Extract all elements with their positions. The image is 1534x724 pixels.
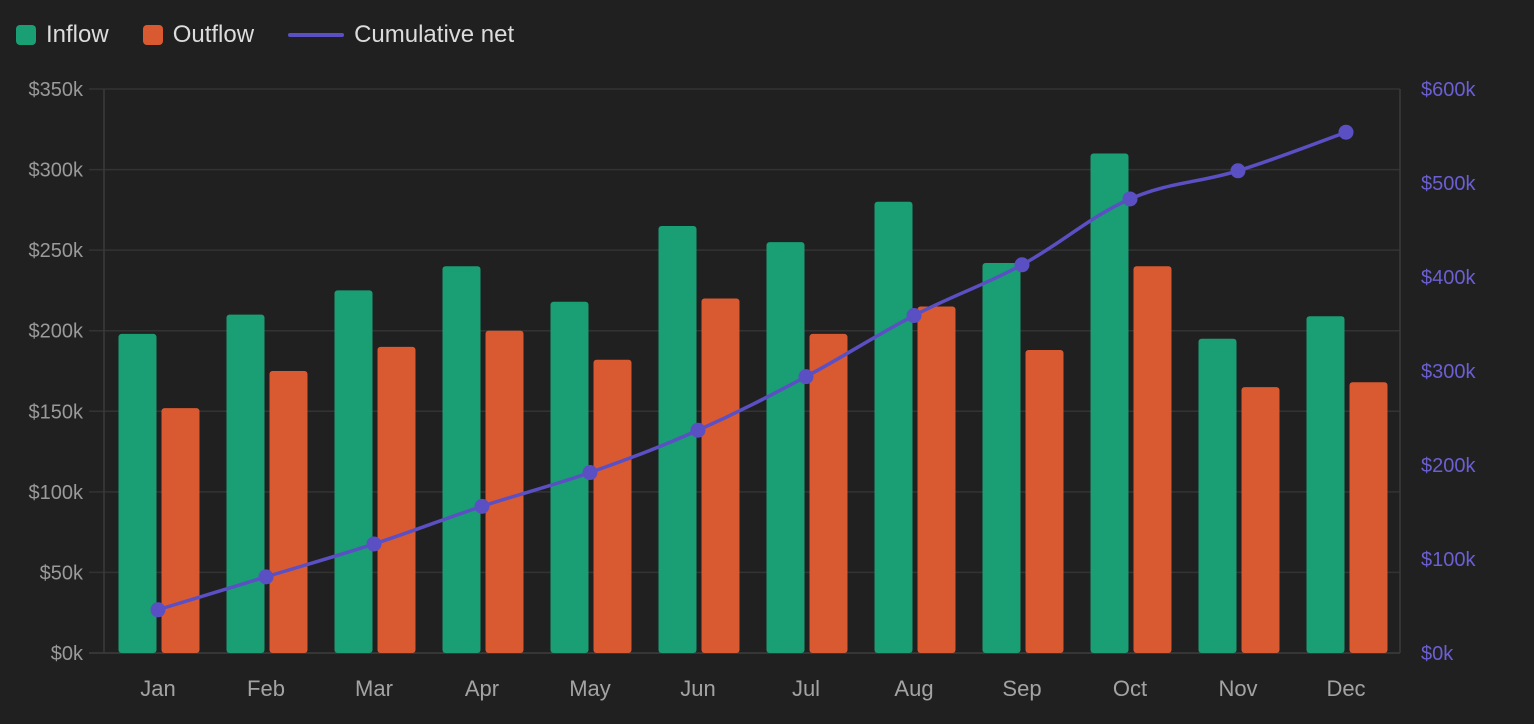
legend-item-cumulative-net[interactable]: Cumulative net [288, 21, 514, 49]
x-tick-label: Mar [355, 676, 393, 701]
bar-outflow-jan[interactable] [161, 408, 200, 653]
bar-inflow-aug[interactable] [874, 201, 913, 654]
right-tick-label: $0k [1421, 643, 1454, 665]
bar-inflow-sep[interactable] [982, 263, 1021, 653]
right-tick-label: $100k [1421, 549, 1476, 571]
x-tick-label: Oct [1113, 676, 1147, 701]
legend-label-cumulative-net: Cumulative net [354, 21, 515, 48]
x-tick-label: Dec [1326, 676, 1365, 701]
legend-item-outflow[interactable]: Outflow [142, 21, 255, 49]
point-cumulative-net-apr[interactable] [474, 498, 490, 514]
x-tick-label: Jun [680, 676, 715, 701]
bar-outflow-sep[interactable] [1025, 350, 1064, 653]
legend-swatch-inflow [16, 25, 36, 45]
bar-outflow-jul[interactable] [809, 333, 848, 653]
x-tick-label: Nov [1218, 676, 1257, 701]
left-axis-ticks: $0k $50k $100k $150k $200k $250k $300k $350k [29, 79, 84, 665]
x-tick-label: Aug [894, 676, 933, 701]
right-tick-label: $200k [1421, 455, 1476, 477]
line-cumulative-net [156, 130, 1348, 612]
right-axis-ticks: $0k $100k $200k $300k $400k $500k $600k [1421, 79, 1476, 665]
legend-label-outflow: Outflow [172, 21, 255, 48]
line-series [150, 124, 1354, 618]
bar-inflow-feb[interactable] [226, 314, 265, 653]
bar-outflow-apr[interactable] [485, 330, 524, 653]
bar-outflow-dec[interactable] [1349, 382, 1388, 653]
point-cumulative-net-oct[interactable] [1122, 191, 1138, 207]
bar-inflow-may[interactable] [550, 301, 589, 653]
point-cumulative-net-jun[interactable] [690, 422, 706, 438]
bar-outflow-mar[interactable] [377, 346, 416, 653]
bar-outflow-jun[interactable] [701, 298, 740, 653]
legend-label-inflow: Inflow [46, 21, 109, 48]
left-tick-label: $350k [29, 79, 84, 101]
legend-item-inflow[interactable]: Inflow [16, 21, 109, 49]
left-tick-label: $150k [29, 401, 84, 423]
point-cumulative-net-jul[interactable] [798, 369, 814, 385]
left-tick-label: $50k [40, 562, 84, 584]
point-cumulative-net-may[interactable] [582, 465, 598, 481]
right-tick-label: $500k [1421, 173, 1476, 195]
legend: Inflow Outflow Cumulative net [16, 18, 514, 52]
point-cumulative-net-mar[interactable] [366, 536, 382, 552]
bar-inflow-jan[interactable] [118, 333, 157, 653]
left-tick-label: $100k [29, 482, 84, 504]
x-tick-label: Feb [247, 676, 285, 701]
x-tick-label: Apr [465, 676, 499, 701]
right-tick-label: $300k [1421, 361, 1476, 383]
bar-inflow-jul[interactable] [766, 242, 805, 654]
bar-outflow-oct[interactable] [1133, 266, 1172, 653]
bar-inflow-nov[interactable] [1198, 338, 1237, 653]
x-tick-label: Jan [140, 676, 175, 701]
legend-swatch-cumulative-net [288, 33, 345, 37]
point-cumulative-net-sep[interactable] [1014, 257, 1030, 273]
left-tick-label: $300k [29, 160, 84, 182]
bar-outflow-nov[interactable] [1241, 387, 1280, 653]
bar-outflow-feb[interactable] [269, 371, 308, 653]
point-cumulative-net-dec[interactable] [1338, 124, 1354, 140]
left-tick-label: $250k [29, 240, 84, 262]
point-cumulative-net-nov[interactable] [1230, 163, 1246, 179]
x-tick-label: May [569, 676, 611, 701]
x-tick-label: Jul [792, 676, 820, 701]
left-tick-label: $200k [29, 321, 84, 343]
point-cumulative-net-aug[interactable] [906, 308, 922, 324]
bar-series [118, 153, 1388, 654]
bar-inflow-mar[interactable] [334, 290, 373, 653]
bar-inflow-oct[interactable] [1090, 153, 1129, 653]
legend-swatch-outflow [142, 25, 163, 45]
bar-inflow-dec[interactable] [1306, 316, 1345, 653]
x-axis-ticks: Jan Feb Mar Apr May Jun Jul Aug Sep Oct Nov Dec [140, 676, 1365, 701]
point-cumulative-net-feb[interactable] [258, 569, 274, 585]
bar-inflow-apr[interactable] [442, 266, 481, 653]
x-tick-label: Sep [1002, 676, 1041, 701]
bar-outflow-may[interactable] [593, 359, 632, 653]
right-tick-label: $600k [1421, 79, 1476, 101]
bar-outflow-aug[interactable] [917, 306, 956, 653]
right-tick-label: $400k [1421, 267, 1476, 289]
point-cumulative-net-jan[interactable] [150, 602, 166, 618]
left-tick-label: $0k [51, 643, 84, 665]
